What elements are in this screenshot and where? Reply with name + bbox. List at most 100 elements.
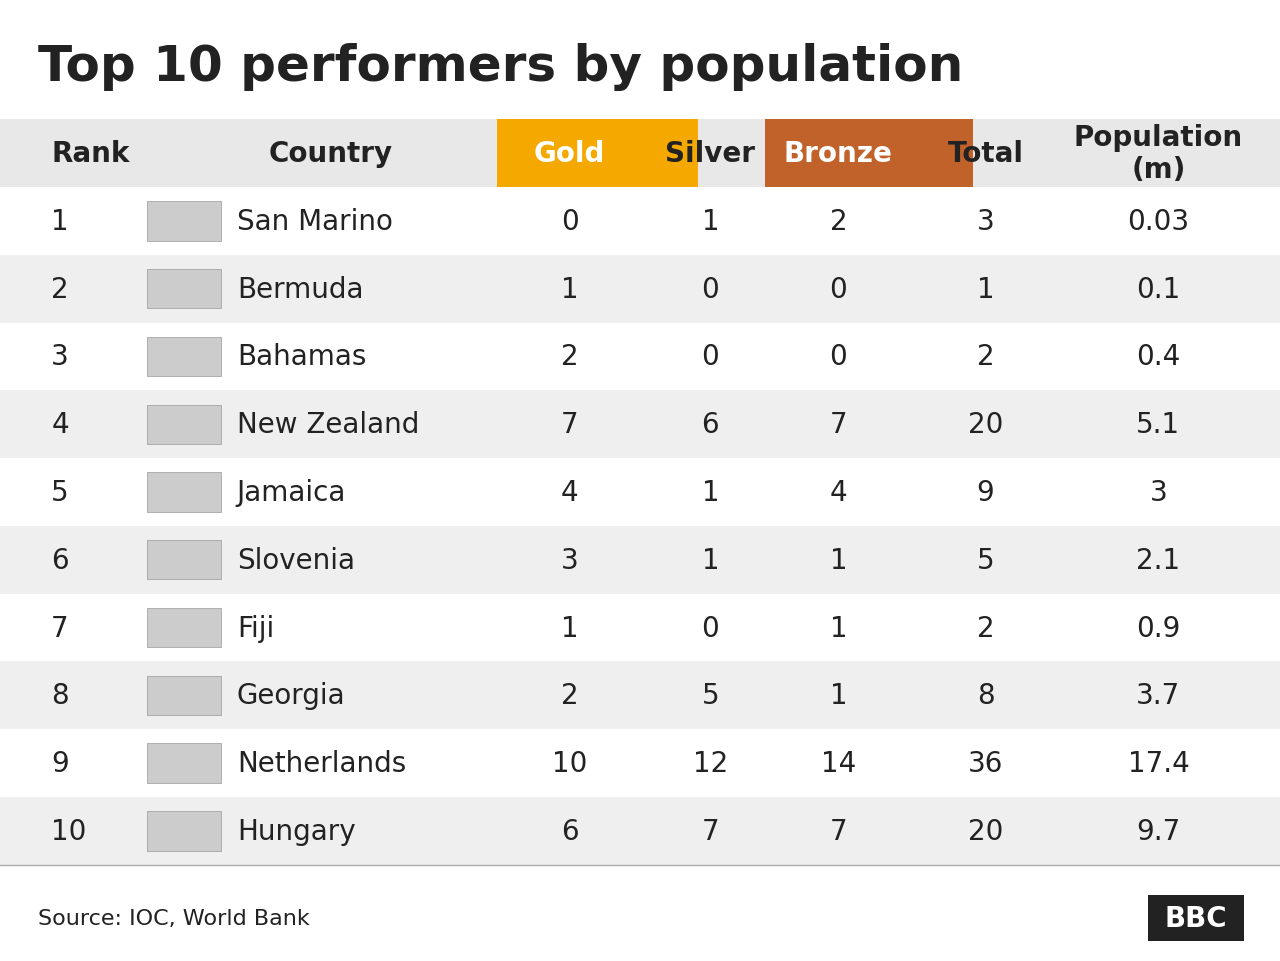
Text: Rank: Rank	[51, 140, 129, 168]
FancyBboxPatch shape	[0, 527, 1280, 594]
FancyBboxPatch shape	[0, 391, 1280, 458]
Text: 10: 10	[51, 817, 87, 845]
FancyBboxPatch shape	[147, 473, 221, 512]
Text: Netherlands: Netherlands	[237, 750, 406, 777]
FancyBboxPatch shape	[1148, 895, 1244, 941]
Text: Bahamas: Bahamas	[237, 343, 366, 371]
Text: 9.7: 9.7	[1137, 817, 1180, 845]
FancyBboxPatch shape	[497, 120, 698, 187]
Text: 3.7: 3.7	[1137, 681, 1180, 709]
Text: Jamaica: Jamaica	[237, 479, 346, 506]
Text: 2: 2	[829, 208, 847, 235]
Text: Slovenia: Slovenia	[237, 546, 355, 575]
Text: 0: 0	[701, 343, 719, 371]
Text: 0.1: 0.1	[1137, 276, 1180, 304]
Text: Bermuda: Bermuda	[237, 276, 364, 304]
Text: Georgia: Georgia	[237, 681, 346, 709]
Text: BBC: BBC	[1165, 903, 1228, 932]
Text: 5: 5	[701, 681, 719, 709]
Text: 10: 10	[552, 750, 588, 777]
Text: 0.03: 0.03	[1128, 208, 1189, 235]
Text: Total: Total	[947, 140, 1024, 168]
Text: Top 10 performers by population: Top 10 performers by population	[38, 43, 964, 91]
Text: Fiji: Fiji	[237, 614, 274, 642]
FancyBboxPatch shape	[0, 662, 1280, 729]
FancyBboxPatch shape	[0, 256, 1280, 323]
Text: 2: 2	[561, 681, 579, 709]
Text: 1: 1	[977, 276, 995, 304]
Text: 12: 12	[692, 750, 728, 777]
Text: 2: 2	[561, 343, 579, 371]
Text: 4: 4	[561, 479, 579, 506]
Text: 7: 7	[829, 410, 847, 439]
Text: New Zealand: New Zealand	[237, 410, 419, 439]
Text: 9: 9	[51, 750, 69, 777]
Text: 1: 1	[561, 614, 579, 642]
Text: 6: 6	[561, 817, 579, 845]
FancyBboxPatch shape	[147, 270, 221, 309]
Text: 1: 1	[51, 208, 69, 235]
Text: 1: 1	[701, 479, 719, 506]
Text: 7: 7	[829, 817, 847, 845]
Text: 20: 20	[968, 410, 1004, 439]
Text: 1: 1	[701, 546, 719, 575]
Text: Hungary: Hungary	[237, 817, 356, 845]
Text: 7: 7	[561, 410, 579, 439]
Text: 20: 20	[968, 817, 1004, 845]
Text: 1: 1	[701, 208, 719, 235]
Text: 9: 9	[977, 479, 995, 506]
Text: 0.9: 0.9	[1137, 614, 1180, 642]
Text: 5: 5	[977, 546, 995, 575]
Text: 6: 6	[701, 410, 719, 439]
Text: 1: 1	[561, 276, 579, 304]
Text: 0: 0	[561, 208, 579, 235]
Text: 7: 7	[701, 817, 719, 845]
FancyBboxPatch shape	[0, 729, 1280, 798]
FancyBboxPatch shape	[765, 120, 973, 187]
Text: 5.1: 5.1	[1137, 410, 1180, 439]
FancyBboxPatch shape	[147, 337, 221, 377]
FancyBboxPatch shape	[147, 406, 221, 444]
FancyBboxPatch shape	[147, 676, 221, 715]
Text: 1: 1	[829, 614, 847, 642]
Text: 3: 3	[1149, 479, 1167, 506]
Text: Population
(m): Population (m)	[1074, 124, 1243, 185]
FancyBboxPatch shape	[147, 541, 221, 579]
Text: 17.4: 17.4	[1128, 750, 1189, 777]
FancyBboxPatch shape	[0, 120, 1280, 187]
FancyBboxPatch shape	[0, 323, 1280, 391]
Text: 8: 8	[977, 681, 995, 709]
Text: Source: IOC, World Bank: Source: IOC, World Bank	[38, 908, 310, 927]
Text: 1: 1	[829, 681, 847, 709]
Text: San Marino: San Marino	[237, 208, 393, 235]
FancyBboxPatch shape	[0, 798, 1280, 865]
Text: 2.1: 2.1	[1137, 546, 1180, 575]
FancyBboxPatch shape	[147, 608, 221, 648]
Text: 0: 0	[829, 343, 847, 371]
Text: Bronze: Bronze	[783, 140, 893, 168]
Text: 0: 0	[701, 276, 719, 304]
Text: 3: 3	[977, 208, 995, 235]
Text: 36: 36	[968, 750, 1004, 777]
Text: 5: 5	[51, 479, 69, 506]
Text: 0: 0	[701, 614, 719, 642]
Text: 0: 0	[829, 276, 847, 304]
Text: 4: 4	[51, 410, 69, 439]
Text: 2: 2	[51, 276, 69, 304]
Text: 6: 6	[51, 546, 69, 575]
Text: 7: 7	[51, 614, 69, 642]
Text: 0.4: 0.4	[1137, 343, 1180, 371]
Text: Silver: Silver	[666, 140, 755, 168]
Text: 1: 1	[829, 546, 847, 575]
FancyBboxPatch shape	[147, 811, 221, 850]
Text: 3: 3	[561, 546, 579, 575]
FancyBboxPatch shape	[0, 458, 1280, 527]
Text: Country: Country	[269, 140, 393, 168]
Text: 2: 2	[977, 614, 995, 642]
Text: 4: 4	[829, 479, 847, 506]
Text: 8: 8	[51, 681, 69, 709]
Text: 14: 14	[820, 750, 856, 777]
FancyBboxPatch shape	[147, 202, 221, 241]
Text: 2: 2	[977, 343, 995, 371]
Text: Gold: Gold	[534, 140, 605, 168]
